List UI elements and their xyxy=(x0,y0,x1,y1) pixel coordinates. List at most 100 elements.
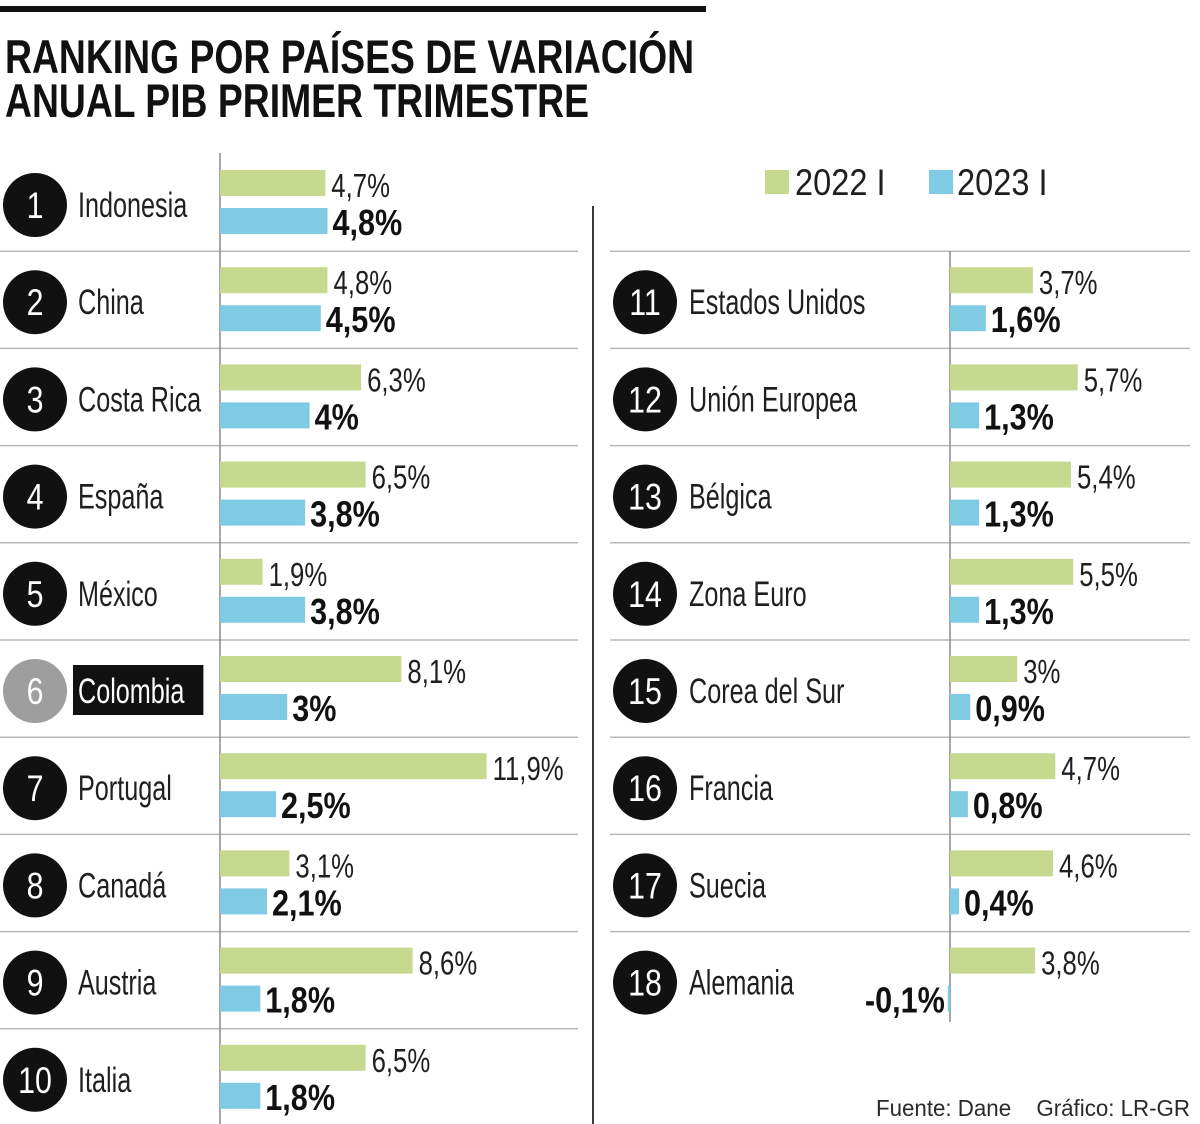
rank-badge xyxy=(3,853,67,918)
value-label-2023-i: 1,8% xyxy=(265,981,335,1021)
country-label: Colombia xyxy=(78,672,184,711)
country-label: Portugal xyxy=(78,769,172,808)
rank-number: 9 xyxy=(27,963,44,1005)
row-union-europea: 12 Unión Europea 5,7% 1,3% xyxy=(613,362,1142,438)
country-label: China xyxy=(78,283,144,322)
rank-number: 7 xyxy=(27,768,44,810)
value-label-2022-i: 8,6% xyxy=(419,946,478,983)
bar-2022-i xyxy=(950,753,1056,780)
rank-number: 16 xyxy=(628,768,662,810)
row-costa-rica: 3 Costa Rica 6,3%4% xyxy=(3,362,426,438)
bar-2023-i xyxy=(220,596,306,623)
bar-2022-i xyxy=(950,850,1053,877)
source-note: Fuente: Dane xyxy=(876,1095,1011,1121)
country-label: Corea del Sur xyxy=(689,672,844,711)
country-label: Bélgica xyxy=(689,478,772,517)
row-espana: 4 España 6,5%3,8% xyxy=(3,460,430,535)
value-label-2023-i: 3,8% xyxy=(310,593,380,633)
rank-badge xyxy=(613,270,677,335)
country-label: Canadá xyxy=(78,866,166,905)
value-label-2022-i: 3,1% xyxy=(295,848,354,885)
rank-badge xyxy=(3,464,67,529)
value-label-2022-i: 11,9% xyxy=(493,751,564,788)
rank-number: 17 xyxy=(628,866,662,908)
footer: Fuente: Dane Gráfico: LR-GR xyxy=(876,1095,1190,1121)
rank-number: 1 xyxy=(27,185,44,227)
bar-2023-i xyxy=(220,208,328,234)
value-label-2022-i: 4,8% xyxy=(334,265,393,302)
value-label-2022-i: 3,7% xyxy=(1039,265,1098,302)
value-label-2023-i: 3% xyxy=(292,690,336,730)
value-label-2022-i: 1,9% xyxy=(269,557,328,594)
value-label-2023-i: 2,5% xyxy=(281,787,351,827)
rank-number: 6 xyxy=(27,671,44,713)
bar-2022-i xyxy=(950,656,1018,682)
bar-2022-i xyxy=(220,267,328,294)
value-label-2023-i: 1,3% xyxy=(984,593,1054,633)
country-label: España xyxy=(78,478,163,517)
value-label-2022-i: 6,5% xyxy=(372,1043,431,1080)
rank-badge xyxy=(613,561,677,626)
bar-2023-i xyxy=(220,499,306,526)
value-label-2023-i: 0,9% xyxy=(975,690,1045,730)
value-label-2022-i: 3% xyxy=(1023,654,1060,691)
row-austria: 9 Austria 8,6% 1,8% xyxy=(3,946,478,1021)
row-china: 2 China 4,8%4,5% xyxy=(3,265,396,341)
row-portugal: 7 Portugal 11,9% 2,5% xyxy=(3,751,564,827)
rank-badge xyxy=(613,756,677,821)
rank-number: 15 xyxy=(628,671,662,713)
bar-2022-i xyxy=(220,656,402,682)
bar-2023-i xyxy=(220,694,288,720)
row-francia: 16 Francia 4,7% 0,8% xyxy=(613,751,1120,827)
rank-number: 4 xyxy=(27,477,44,519)
legend-swatch-2023-i xyxy=(929,170,953,194)
rank-badge xyxy=(3,756,67,821)
rank-number: 12 xyxy=(628,380,662,422)
value-label-2022-i: 6,3% xyxy=(367,362,426,399)
legend-item-2023-i: 2023 I xyxy=(929,162,1048,203)
country-label: México xyxy=(78,575,158,614)
ranking-rows: 1 Indonesia 4,7%4,8%2 China 4,8%4,5%3 Costa R… xyxy=(3,168,1142,1118)
bar-2023-i xyxy=(950,402,980,429)
row-separators xyxy=(0,250,1190,1030)
rank-badge xyxy=(613,950,677,1015)
row-alemania: 18 Alemania 3,8% -0,1% xyxy=(613,946,1100,1021)
bar-2023-i xyxy=(220,888,267,915)
rank-number: 10 xyxy=(18,1060,52,1102)
row-belgica: 13 Bélgica 5,4% 1,3% xyxy=(613,460,1136,535)
bar-2022-i xyxy=(220,558,263,585)
country-label: Francia xyxy=(689,769,773,808)
rank-number: 2 xyxy=(27,282,44,324)
country-label: Unión Europea xyxy=(689,380,857,419)
country-label: Alemania xyxy=(689,964,794,1003)
bar-2023-i xyxy=(950,791,968,818)
row-colombia: 6 Colombia 8,1% 3% xyxy=(3,654,466,730)
rank-badge xyxy=(3,173,67,237)
row-zona-euro: 14 Zona Euro 5,5% 1,3% xyxy=(613,557,1138,633)
country-label: Estados Unidos xyxy=(689,283,865,322)
legend-swatch-2022-i xyxy=(765,170,789,194)
value-label-2023-i: 4% xyxy=(315,398,359,438)
rank-badge xyxy=(613,464,677,529)
value-label-2023-i: 4,5% xyxy=(326,301,396,341)
rank-badge xyxy=(613,853,677,918)
bar-2023-i xyxy=(950,305,986,332)
country-label: Costa Rica xyxy=(78,380,201,419)
value-label-2022-i: 5,4% xyxy=(1077,460,1136,497)
bar-2022-i xyxy=(220,364,362,391)
bar-2023-i xyxy=(947,985,950,1012)
bar-2023-i xyxy=(220,791,276,818)
highlight-label-background xyxy=(73,665,204,715)
row-estados-unidos: 11 Estados Unidos 3,7%1,6% xyxy=(613,265,1098,341)
country-label: Austria xyxy=(78,964,156,1003)
value-label-2022-i: 5,7% xyxy=(1084,362,1143,399)
value-label-2023-i: 1,3% xyxy=(984,495,1054,535)
row-canada: 8 Canadá 3,1%2,1% xyxy=(3,848,354,924)
row-suecia: 17 Suecia 4,6% 0,4% xyxy=(613,848,1118,924)
row-italia: 10 Italia 6,5% 1,8% xyxy=(3,1043,431,1118)
bar-2023-i xyxy=(220,985,261,1012)
legend-label-2022-i: 2022 I xyxy=(795,162,886,203)
value-label-2023-i: 4,8% xyxy=(333,204,403,244)
bar-2022-i xyxy=(220,947,413,974)
